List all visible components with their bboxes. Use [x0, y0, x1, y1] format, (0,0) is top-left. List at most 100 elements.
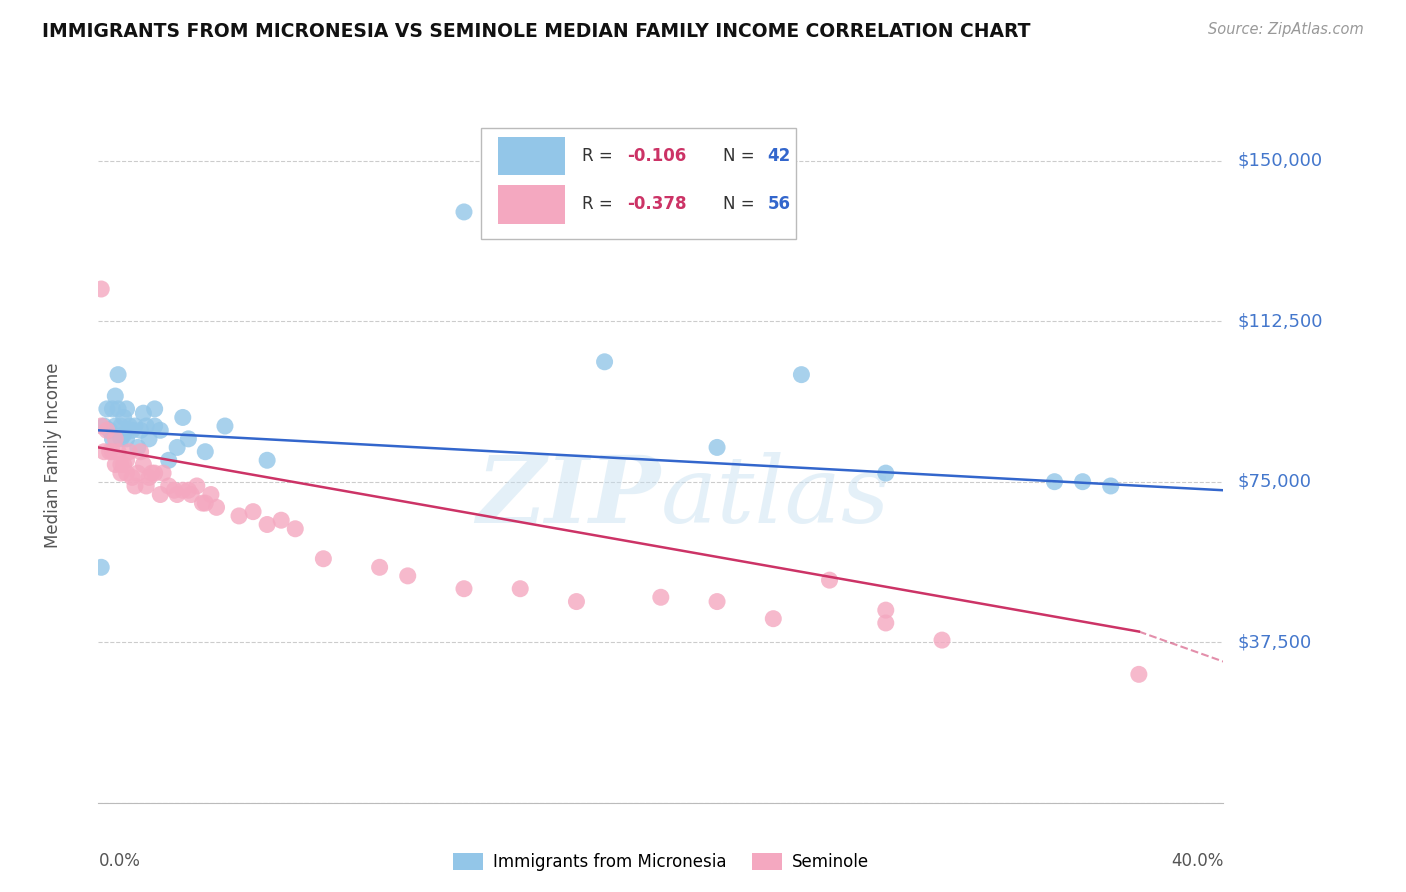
- Point: [149, 423, 172, 437]
- Point: [177, 432, 200, 446]
- Point: [1099, 479, 1122, 493]
- Text: R =: R =: [582, 195, 619, 213]
- Point: [228, 508, 250, 523]
- Point: [242, 505, 264, 519]
- Point: [143, 401, 166, 416]
- Point: [565, 594, 588, 608]
- Bar: [498, 136, 565, 175]
- Point: [186, 479, 208, 493]
- Point: [96, 423, 118, 437]
- Point: [132, 458, 155, 472]
- Point: [706, 441, 728, 455]
- Point: [453, 205, 475, 219]
- Point: [90, 419, 112, 434]
- Point: [93, 419, 115, 434]
- Point: [256, 453, 278, 467]
- Point: [706, 594, 728, 608]
- Point: [101, 444, 124, 458]
- Text: $112,500: $112,500: [1237, 312, 1323, 330]
- Point: [149, 487, 172, 501]
- Point: [593, 355, 616, 369]
- Point: [180, 487, 202, 501]
- Text: 42: 42: [768, 147, 792, 165]
- Text: ZIP: ZIP: [477, 451, 661, 541]
- Point: [509, 582, 531, 596]
- Point: [396, 569, 419, 583]
- Text: 40.0%: 40.0%: [1171, 852, 1223, 870]
- Point: [214, 419, 236, 434]
- Point: [875, 603, 897, 617]
- Point: [256, 517, 278, 532]
- Point: [112, 458, 135, 472]
- Point: [90, 282, 112, 296]
- Text: atlas: atlas: [661, 451, 890, 541]
- Point: [172, 410, 194, 425]
- Point: [104, 419, 127, 434]
- Text: N =: N =: [723, 195, 759, 213]
- Point: [115, 453, 138, 467]
- Text: 56: 56: [768, 195, 790, 213]
- Point: [368, 560, 391, 574]
- Point: [118, 444, 141, 458]
- Point: [93, 444, 115, 458]
- Point: [875, 615, 897, 630]
- Point: [453, 582, 475, 596]
- Point: [135, 419, 157, 434]
- Point: [98, 444, 121, 458]
- Point: [1128, 667, 1150, 681]
- Point: [124, 419, 146, 434]
- Point: [200, 487, 222, 501]
- Point: [166, 487, 188, 501]
- Point: [172, 483, 194, 498]
- Point: [138, 432, 160, 446]
- Point: [762, 612, 785, 626]
- Point: [138, 470, 160, 484]
- Point: [115, 466, 138, 480]
- Point: [107, 444, 129, 458]
- Text: Median Family Income: Median Family Income: [45, 362, 62, 548]
- Point: [101, 401, 124, 416]
- FancyBboxPatch shape: [481, 128, 796, 239]
- Text: $37,500: $37,500: [1237, 633, 1312, 651]
- Point: [191, 496, 214, 510]
- Point: [115, 401, 138, 416]
- Point: [650, 591, 672, 605]
- Point: [157, 453, 180, 467]
- Text: $75,000: $75,000: [1237, 473, 1312, 491]
- Point: [194, 496, 217, 510]
- Point: [205, 500, 228, 515]
- Point: [118, 419, 141, 434]
- Point: [132, 406, 155, 420]
- Point: [115, 432, 138, 446]
- Text: N =: N =: [723, 147, 759, 165]
- Point: [110, 432, 132, 446]
- Text: Source: ZipAtlas.com: Source: ZipAtlas.com: [1208, 22, 1364, 37]
- Point: [141, 466, 163, 480]
- Point: [135, 479, 157, 493]
- Text: 0.0%: 0.0%: [98, 852, 141, 870]
- Point: [127, 466, 149, 480]
- Point: [96, 401, 118, 416]
- Point: [818, 573, 841, 587]
- Point: [129, 444, 152, 458]
- Point: [107, 368, 129, 382]
- Point: [194, 444, 217, 458]
- Point: [143, 466, 166, 480]
- Point: [124, 479, 146, 493]
- Point: [107, 401, 129, 416]
- Point: [110, 458, 132, 472]
- Point: [177, 483, 200, 498]
- Point: [90, 560, 112, 574]
- Point: [98, 423, 121, 437]
- Point: [166, 441, 188, 455]
- Point: [104, 432, 127, 446]
- Point: [112, 427, 135, 442]
- Legend: Immigrants from Micronesia, Seminole: Immigrants from Micronesia, Seminole: [446, 847, 876, 878]
- Point: [270, 513, 292, 527]
- Point: [157, 479, 180, 493]
- Point: [284, 522, 307, 536]
- Text: $150,000: $150,000: [1237, 152, 1322, 169]
- Point: [312, 551, 335, 566]
- Point: [163, 483, 186, 498]
- Point: [1043, 475, 1066, 489]
